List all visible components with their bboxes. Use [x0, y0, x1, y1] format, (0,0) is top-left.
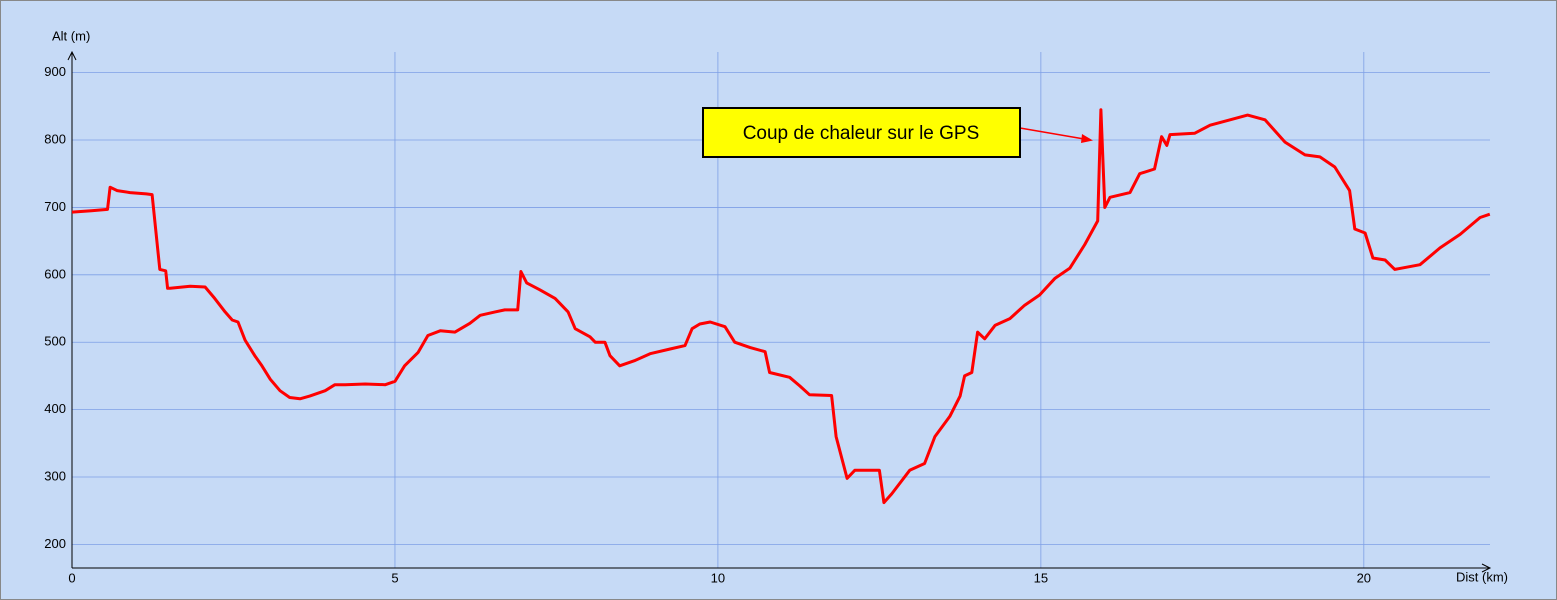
y-tick-label: 600 — [44, 266, 66, 281]
annotation-box — [702, 107, 1021, 158]
y-tick-label: 400 — [44, 401, 66, 416]
y-tick-label: 800 — [44, 131, 66, 146]
annotation-arrowhead — [1081, 134, 1093, 143]
annotation-arrow — [1019, 127, 1091, 141]
y-tick-label: 900 — [44, 64, 66, 79]
y-axis — [67, 50, 77, 568]
y-tick-label: 500 — [44, 334, 66, 349]
x-tick-label: 20 — [1357, 570, 1371, 585]
y-tick-label: 700 — [44, 199, 66, 214]
annotation: Coup de chaleur sur le GPS — [743, 123, 980, 144]
x-axis — [72, 563, 1492, 573]
y-tick-label: 300 — [44, 468, 66, 483]
x-tick-label: 15 — [1034, 570, 1048, 585]
y-tick-label: 200 — [44, 536, 66, 551]
elevation-line — [71, 108, 1491, 505]
x-tick-label: 5 — [391, 570, 398, 585]
x-tick-label: 0 — [68, 570, 75, 585]
x-axis-label: Dist (km) — [1456, 569, 1508, 584]
x-tick-label: 10 — [711, 570, 725, 585]
y-axis-label: Alt (m) — [52, 28, 90, 43]
